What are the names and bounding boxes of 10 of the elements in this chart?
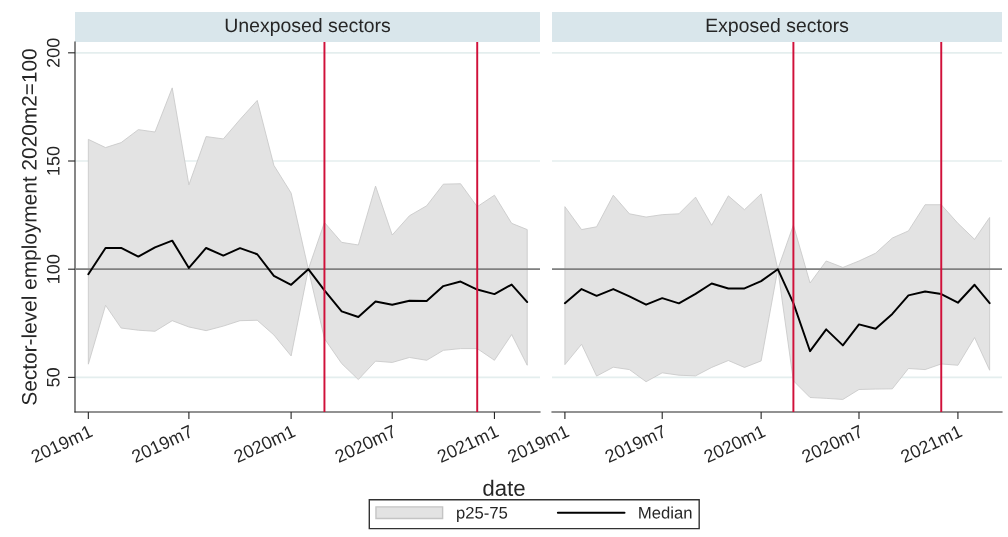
y-tick-label: 50 <box>46 368 60 387</box>
legend-label: Median <box>639 506 692 519</box>
chart-title: Exposed sectors <box>706 17 849 37</box>
y-axis-title: Sector-level employment 2020m2=100 <box>21 49 41 405</box>
text: p25-75 <box>457 506 508 522</box>
chart-title: Unexposed sectors <box>225 17 391 37</box>
y-tick-label: 150 <box>46 146 60 175</box>
y-tick-label: 200 <box>46 38 60 67</box>
y-tick-label: 100 <box>46 254 60 283</box>
x-axis-title: date <box>483 479 525 496</box>
